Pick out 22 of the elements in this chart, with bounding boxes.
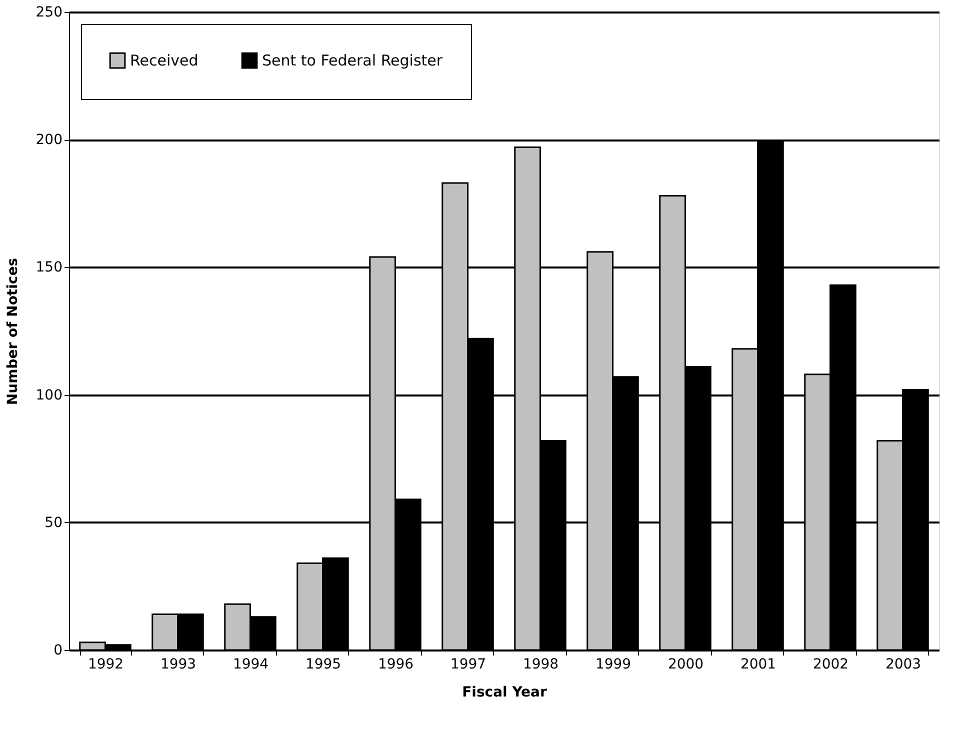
x-tick-label: 2000	[668, 656, 704, 672]
legend-label: Sent to Federal Register	[262, 52, 444, 70]
x-tick-label: 1996	[378, 656, 414, 672]
legend-label: Received	[130, 52, 198, 70]
x-tick-label: 2003	[885, 656, 922, 672]
x-tick-label: 1992	[88, 656, 124, 672]
y-tick-label: 100	[36, 387, 62, 404]
y-tick-label: 200	[36, 132, 62, 148]
x-tick-label: 1994	[232, 656, 269, 672]
y-tick-label: 50	[44, 514, 62, 531]
x-tick-label: 1999	[595, 656, 632, 672]
x-tick-label: 2002	[812, 656, 849, 672]
x-tick-label: 1997	[450, 656, 486, 672]
y-tick-label: 0	[54, 642, 62, 658]
y-axis-title: Number of Notices	[4, 258, 21, 406]
x-tick-label: 1998	[522, 656, 559, 672]
x-axis-title: Fiscal Year	[462, 684, 547, 700]
y-tick-label: 150	[36, 260, 62, 276]
y-tick-label: 250	[36, 4, 62, 20]
x-tick-label: 2001	[740, 656, 776, 672]
x-tick-label: 1995	[305, 656, 342, 672]
x-tick-label: 1993	[160, 656, 196, 672]
